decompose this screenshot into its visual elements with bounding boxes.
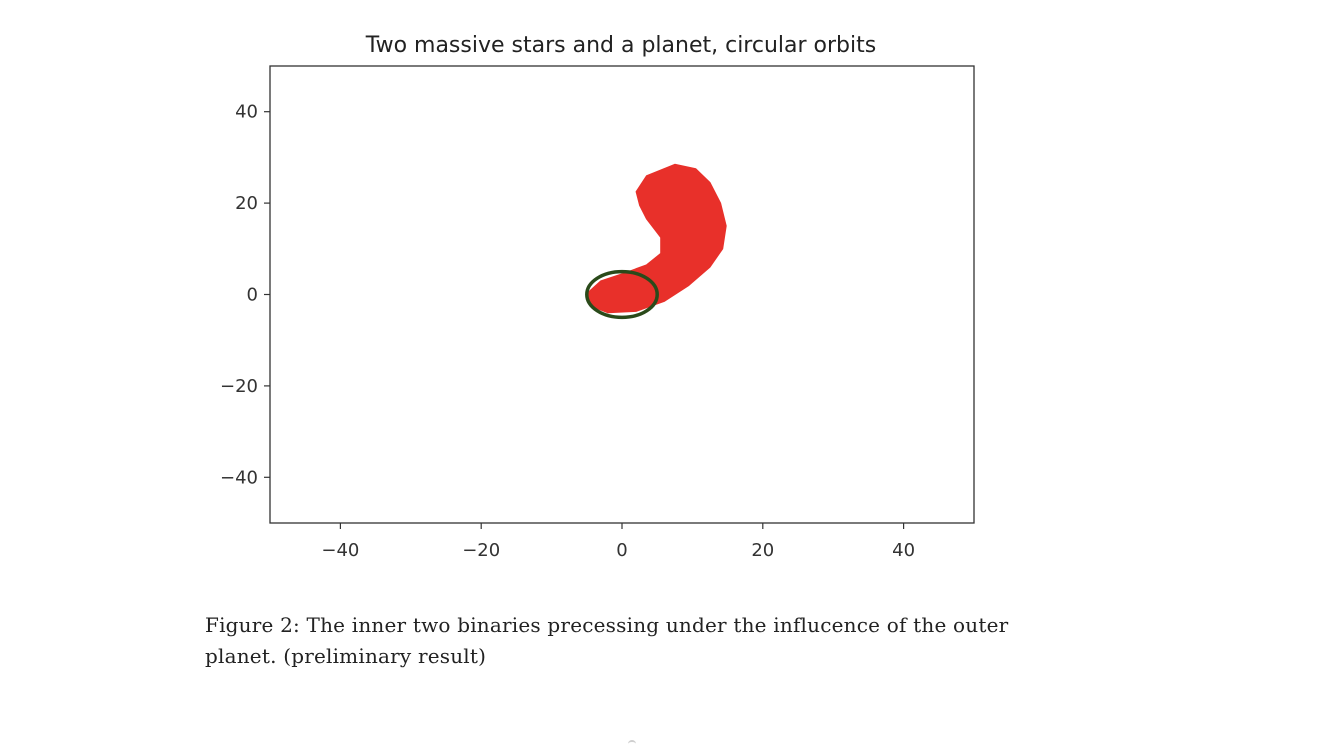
x-tick-label: 20 <box>751 540 774 561</box>
x-tick-label: 40 <box>892 540 915 561</box>
figure-caption: Figure 2: The inner two binaries precess… <box>205 613 1009 668</box>
chart-title: Two massive stars and a planet, circular… <box>365 33 876 58</box>
chart-figure: Two massive stars and a planet, circular… <box>220 33 975 561</box>
series-1-orbit <box>585 269 659 320</box>
x-tick-label: −20 <box>462 540 500 561</box>
y-tick-label: 20 <box>235 193 258 214</box>
y-tick-label: −40 <box>220 467 258 488</box>
chart-svg: Two massive stars and a planet, circular… <box>220 33 975 561</box>
y-tick-label: 40 <box>235 102 258 123</box>
y-tick-label: −20 <box>220 376 258 397</box>
y-tick-label: 0 <box>247 285 258 306</box>
x-tick-label: 0 <box>616 540 627 561</box>
page-number-fragment <box>628 740 636 746</box>
x-tick-label: −40 <box>321 540 359 561</box>
